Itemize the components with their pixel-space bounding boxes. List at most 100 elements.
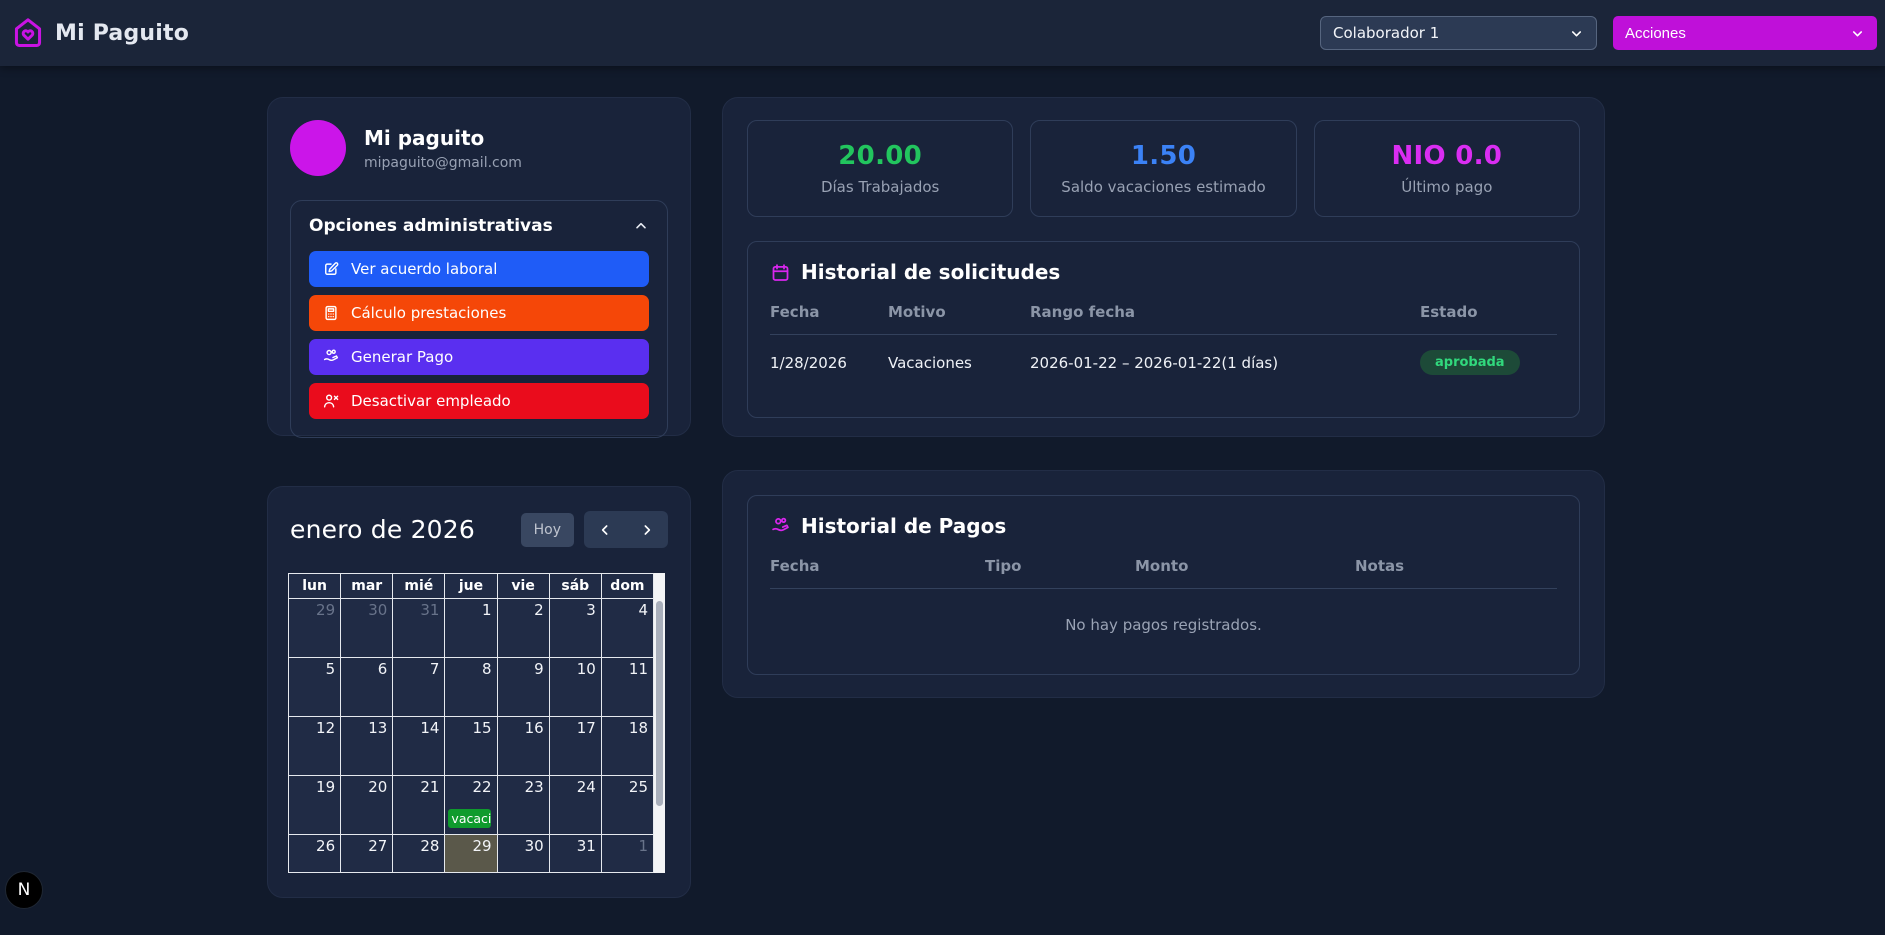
payments-panel: Historial de Pagos Fecha Tipo Monto Nota… (722, 470, 1605, 698)
status-badge: aprobada (1420, 350, 1520, 375)
calendar-day-cell[interactable]: 22 vacaciones (444, 775, 498, 835)
calendar-day-cell[interactable]: 10 (548, 657, 602, 717)
stat-label: Último pago (1401, 178, 1493, 196)
calendar-day-cell[interactable]: 29 (287, 598, 342, 658)
stat-card-ultimo-pago: NIO 0.0 Último pago (1313, 120, 1580, 217)
calendar-day-cell[interactable]: 6 (340, 657, 394, 717)
requests-history-card: Historial de solicitudes Fecha Motivo Ra… (747, 241, 1580, 418)
weekday-header: sáb (548, 573, 602, 599)
column-header: Motivo (888, 303, 946, 321)
column-header: Estado (1420, 303, 1478, 321)
profile-email: mipaguito@gmail.com (364, 154, 522, 171)
generate-payment-button[interactable]: Generar Pago (309, 339, 649, 375)
calendar-day-cell[interactable]: 25 (600, 775, 655, 835)
generate-payment-label: Generar Pago (351, 348, 454, 366)
benefits-calc-label: Cálculo prestaciones (351, 304, 507, 322)
day-number: 22 (472, 778, 492, 796)
weekday-header: dom (600, 573, 655, 599)
calendar-scrollbar-thumb[interactable] (656, 601, 663, 806)
admin-options-card: Opciones administrativas Ver acuer (290, 200, 668, 438)
calendar-day-cell[interactable]: 28 (392, 834, 446, 873)
deactivate-employee-button[interactable]: Desactivar empleado (309, 383, 649, 419)
user-x-icon (322, 392, 340, 410)
payments-history-card: Historial de Pagos Fecha Tipo Monto Nota… (747, 495, 1580, 675)
calendar-day-cell[interactable]: 20 (340, 775, 394, 835)
calendar-day-cell[interactable]: 18 (600, 716, 655, 776)
weekday-header: vie (496, 573, 550, 599)
calendar-day-cell[interactable]: 17 (548, 716, 602, 776)
request-rango: 2026-01-22 – 2026-01-22(1 días) (1030, 353, 1279, 372)
calendar-day-cell[interactable]: 4 (600, 598, 655, 658)
payments-empty-message: No hay pagos registrados. (1065, 616, 1262, 634)
column-header: Tipo (985, 557, 1022, 575)
weekday-header: jue (444, 573, 498, 599)
collaborator-select[interactable]: Colaborador 1 (1320, 16, 1597, 50)
calendar-today-cell[interactable]: 29 (444, 834, 498, 873)
calendar-day-cell[interactable]: 15 (444, 716, 498, 776)
summary-panel: 20.00 Días Trabajados 1.50 Saldo vacacio… (722, 97, 1605, 437)
payments-icon (770, 516, 791, 537)
weekday-header: lun (287, 573, 342, 599)
nextjs-dev-badge[interactable]: N (5, 871, 43, 909)
profile-name: Mi paguito (364, 125, 485, 150)
calculator-icon (322, 304, 340, 322)
calendar-panel: enero de 2026 Hoy (267, 486, 691, 898)
request-fecha: 1/28/2026 (770, 353, 847, 372)
stat-value: 1.50 (1130, 141, 1197, 171)
calendar-day-cell[interactable]: 9 (496, 657, 550, 717)
calendar-day-cell[interactable]: 27 (340, 834, 394, 873)
calendar-event-vacaciones[interactable]: vacaciones (448, 809, 491, 828)
request-motivo: Vacaciones (888, 353, 972, 372)
calendar-day-cell[interactable]: 21 (392, 775, 446, 835)
calendar-day-cell[interactable]: 7 (392, 657, 446, 717)
admin-options-toggle[interactable]: Opciones administrativas (309, 216, 649, 236)
calendar-day-cell[interactable]: 14 (392, 716, 446, 776)
weekday-header: mar (340, 573, 394, 599)
calendar-day-cell[interactable]: 12 (287, 716, 342, 776)
calendar-day-cell[interactable]: 23 (496, 775, 550, 835)
stat-card-saldo-vacaciones: 1.50 Saldo vacaciones estimado (1030, 120, 1297, 217)
column-header: Monto (1135, 557, 1189, 575)
calendar-day-cell[interactable]: 1 (600, 834, 655, 873)
weekday-header: mié (392, 573, 446, 599)
calendar-scrollbar[interactable] (654, 573, 665, 873)
calendar-day-cell[interactable]: 2 (496, 598, 550, 658)
calendar-day-cell[interactable]: 11 (600, 657, 655, 717)
view-agreement-button[interactable]: Ver acuerdo laboral (309, 251, 649, 287)
payment-icon (322, 348, 340, 366)
collaborator-select-value: Colaborador 1 (1333, 24, 1440, 42)
actions-dropdown-button[interactable]: Acciones (1613, 16, 1877, 50)
calendar-day-cell[interactable]: 31 (548, 834, 602, 873)
calendar-day-cell[interactable]: 19 (287, 775, 342, 835)
calendar-today-button[interactable]: Hoy (520, 512, 574, 547)
app-title: Mi Paguito (55, 20, 190, 46)
app-header: Mi Paguito Colaborador 1 Acciones (0, 0, 1885, 66)
requests-history-title: Historial de solicitudes (801, 260, 1061, 284)
actions-dropdown-label: Acciones (1625, 24, 1686, 42)
calendar-next-button[interactable] (626, 511, 668, 548)
column-header: Notas (1355, 557, 1405, 575)
avatar (290, 120, 346, 176)
calendar-day-cell[interactable]: 3 (548, 598, 602, 658)
app-logo-icon (10, 15, 46, 51)
edit-icon (322, 260, 340, 278)
calendar-day-cell[interactable]: 30 (496, 834, 550, 873)
calendar-day-cell[interactable]: 13 (340, 716, 394, 776)
calendar-day-cell[interactable]: 8 (444, 657, 498, 717)
view-agreement-label: Ver acuerdo laboral (351, 260, 498, 278)
calendar-day-cell[interactable]: 31 (392, 598, 446, 658)
calendar-day-cell[interactable]: 26 (287, 834, 342, 873)
calendar-day-cell[interactable]: 5 (287, 657, 342, 717)
benefits-calc-button[interactable]: Cálculo prestaciones (309, 295, 649, 331)
calendar-prev-button[interactable] (584, 511, 626, 548)
calendar-day-cell[interactable]: 1 (444, 598, 498, 658)
brand: Mi Paguito (10, 15, 189, 51)
column-header: Fecha (770, 557, 820, 575)
calendar-day-cell[interactable]: 30 (340, 598, 394, 658)
calendar-day-cell[interactable]: 24 (548, 775, 602, 835)
calendar-icon (770, 262, 791, 283)
calendar-day-cell[interactable]: 16 (496, 716, 550, 776)
chevron-down-icon (1569, 26, 1584, 41)
column-header: Fecha (770, 303, 820, 321)
